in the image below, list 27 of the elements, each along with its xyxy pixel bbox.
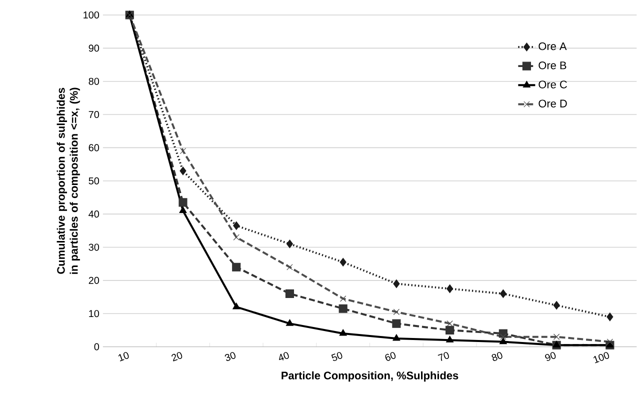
x-tick-label: 60 [385, 352, 396, 361]
x-tick-label: 70 [438, 352, 449, 362]
x-tick-label: 20 [172, 352, 182, 362]
y-tick-label: 40 [88, 210, 100, 218]
x-axis-title: Particle Composition, %Sulphides [282, 371, 458, 382]
y-tick-label: 20 [88, 277, 100, 284]
legend-label: Ore A [538, 42, 567, 50]
x-tick-label: 90 [545, 352, 556, 362]
x-tick-label: 50 [331, 352, 342, 362]
y-tick-label: 80 [88, 78, 100, 85]
legend-label: Ore B [538, 62, 566, 70]
x-tick-label: 30 [224, 352, 236, 362]
y-tick-label: 50 [88, 177, 100, 185]
x-tick-label: 100 [594, 352, 610, 364]
y-tick-label: 70 [88, 111, 100, 118]
y-tick-label: 100 [84, 12, 100, 19]
y-tick-label: 30 [88, 244, 100, 251]
y-tick-label: 90 [88, 44, 100, 52]
x-tick-label: 10 [118, 352, 129, 362]
y-axis-title: Cumulative proportion of sulphides in particles of composition <=x, (%) [56, 88, 80, 274]
y-tick-label: 60 [88, 144, 100, 152]
y-tick-label: 10 [89, 310, 100, 318]
x-tick-label: 80 [492, 352, 502, 362]
y-tick-label: 0 [94, 343, 100, 350]
legend-label: Ore D [538, 100, 567, 108]
legend-label: Ore C [538, 80, 567, 88]
x-tick-label: 40 [279, 352, 289, 361]
